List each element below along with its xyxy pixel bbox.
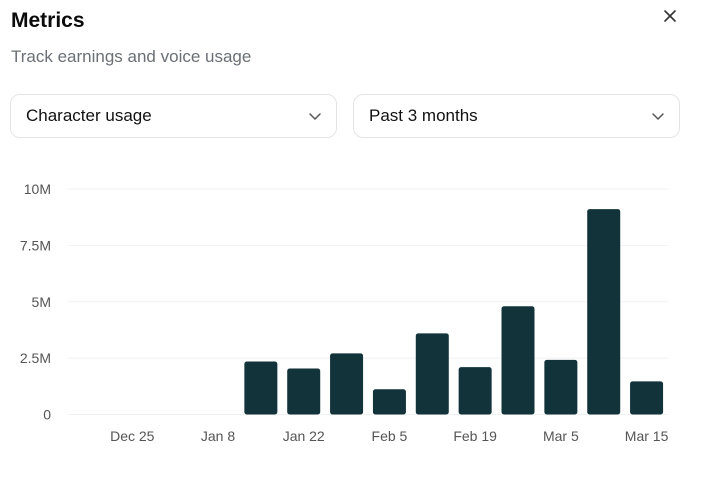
bar-jan-29[interactable] xyxy=(330,353,364,415)
chevron-down-icon xyxy=(309,113,321,121)
x-tick-label: Jan 8 xyxy=(201,428,235,444)
bar-feb-5[interactable] xyxy=(372,389,406,415)
bar-feb-26[interactable] xyxy=(501,306,535,415)
x-tick-label: Dec 25 xyxy=(110,428,155,444)
bar-feb-19[interactable] xyxy=(458,367,492,415)
period-select-value: Past 3 months xyxy=(369,106,478,125)
x-tick-label: Jan 22 xyxy=(283,428,325,444)
metric-select[interactable]: Character usage xyxy=(10,94,337,138)
y-tick-label: 5M xyxy=(32,294,51,310)
bar-jan-15[interactable] xyxy=(244,361,278,415)
page-title: Metrics xyxy=(11,9,85,32)
y-tick-label: 10M xyxy=(24,181,51,197)
x-tick-label: Feb 5 xyxy=(372,428,408,444)
bar-feb-12[interactable] xyxy=(415,333,449,415)
period-select[interactable]: Past 3 months xyxy=(353,94,680,138)
bar-mar-12[interactable] xyxy=(587,209,621,415)
bar-mar-5[interactable] xyxy=(544,359,578,415)
metric-select-value: Character usage xyxy=(26,106,152,125)
close-icon[interactable] xyxy=(660,6,680,26)
chevron-down-icon xyxy=(652,113,664,121)
bar-jan-22[interactable] xyxy=(287,368,321,415)
x-tick-label: Feb 19 xyxy=(453,428,497,444)
y-tick-label: 2.5M xyxy=(20,350,51,366)
x-tick-label: Mar 5 xyxy=(543,428,579,444)
page-subtitle: Track earnings and voice usage xyxy=(11,47,252,66)
bar-mar-15[interactable] xyxy=(630,381,664,415)
x-tick-label: Mar 15 xyxy=(625,428,669,444)
y-tick-label: 0 xyxy=(43,407,51,423)
y-tick-label: 7.5M xyxy=(20,237,51,253)
